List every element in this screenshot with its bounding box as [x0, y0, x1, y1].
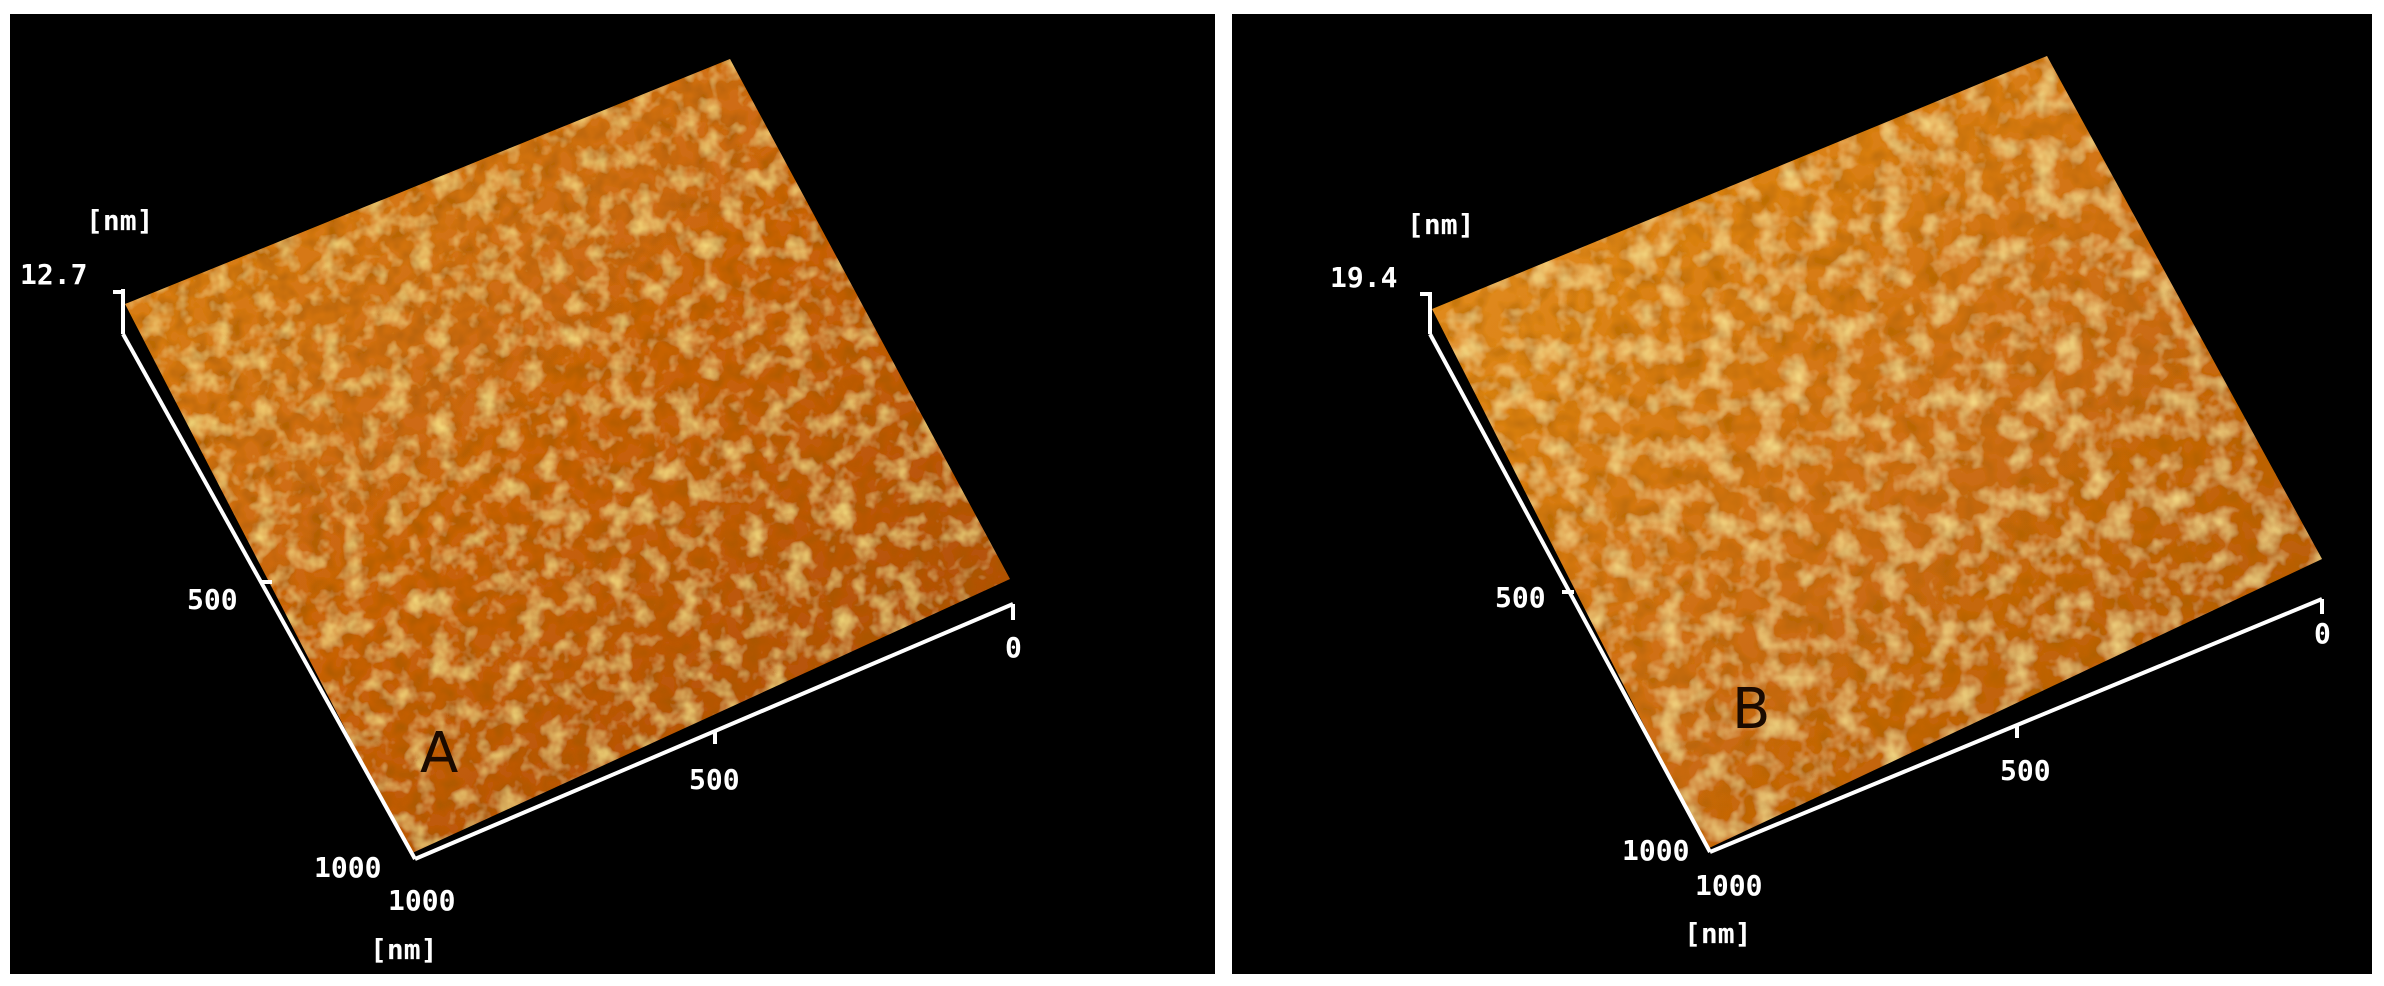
- x-mid-label: 500: [2000, 754, 2051, 787]
- y-end-label: 1000: [1622, 834, 1690, 867]
- y-end-label: 1000: [314, 851, 382, 884]
- surface-plane: [125, 59, 1010, 854]
- xy-unit-label: [nm]: [1684, 917, 1752, 950]
- afm-surface-b: [1420, 56, 2324, 854]
- z-unit-label: [nm]: [86, 204, 154, 237]
- afm-panel-a: [nm] 12.7 500 1000 1000 500 0 [nm] A: [10, 14, 1215, 974]
- xy-unit-label: [nm]: [370, 933, 438, 966]
- x-zero-label: 0: [2314, 617, 2331, 650]
- panel-letter-b: B: [1732, 677, 1771, 742]
- x-zero-label: 0: [1005, 631, 1022, 664]
- surface-plane: [1432, 56, 2322, 849]
- z-max-label: 12.7: [20, 258, 88, 291]
- y-axis: [121, 333, 417, 860]
- afm-panel-b: [nm] 19.4 500 1000 1000 500 0 [nm] B: [1232, 14, 2372, 974]
- x-start-label: 1000: [1695, 869, 1763, 902]
- z-max-label: 19.4: [1330, 261, 1398, 294]
- x-mid-label: 500: [689, 763, 740, 796]
- z-unit-label: [nm]: [1407, 208, 1475, 241]
- panel-letter-a: A: [420, 721, 459, 786]
- afm-surface-a: [113, 59, 1015, 861]
- x-start-label: 1000: [388, 884, 456, 917]
- y-mid-label: 500: [187, 583, 238, 616]
- y-mid-label: 500: [1495, 581, 1546, 614]
